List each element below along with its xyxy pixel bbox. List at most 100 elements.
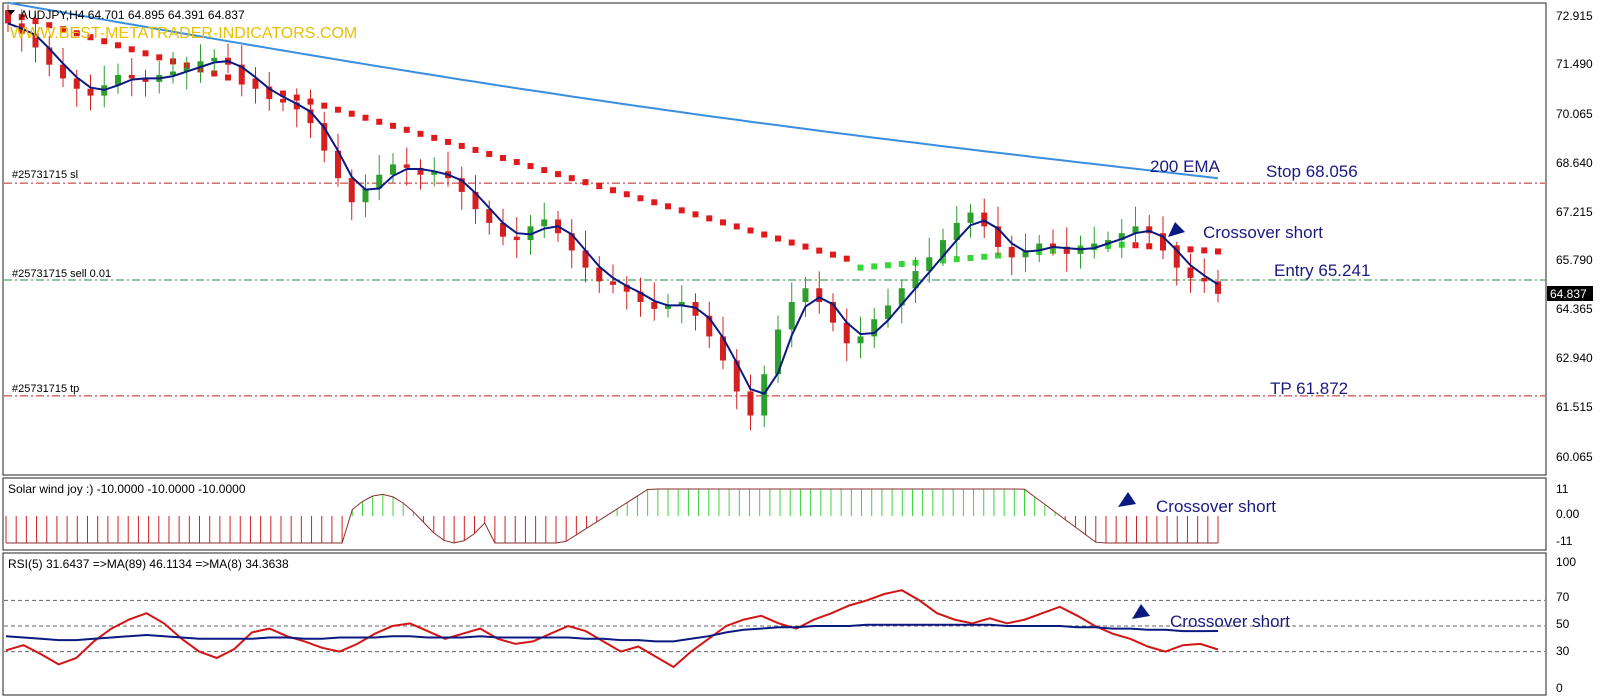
candle-body [1173,250,1180,268]
symbol-header: AUDJPY,H4 64.701 64.895 64.391 64.837 [20,8,245,22]
candle-body [486,209,493,223]
sar-dot [761,231,768,238]
main-annotations: 200 EMA Stop 68.056 Crossover short Entr… [1150,157,1370,398]
candle-body [238,64,245,79]
y-tick: 71.490 [1556,57,1593,71]
sar-dot [555,171,561,178]
candle-body [1050,243,1056,247]
sar-dot [445,138,451,145]
candle-body [183,68,190,72]
candle-body [1063,246,1070,254]
candle-body [857,336,864,344]
candle-body [527,226,534,241]
sar-dot [816,247,823,254]
candle-body [376,174,383,189]
candle-body [1201,277,1208,282]
candle-body [73,78,80,89]
candle-body [252,78,259,89]
candle-body [1215,281,1221,294]
stop-annotation: Stop 68.056 [1266,162,1358,181]
candle-body [706,315,713,337]
y-tick: -11 [1556,534,1573,548]
candle-body [513,236,520,241]
sar-dot [527,163,534,170]
candle-body [582,250,589,268]
sar-dot [1215,248,1221,255]
y-tick: 72.915 [1556,9,1593,23]
candle-body [843,322,850,344]
y-tick: 64.365 [1556,302,1593,316]
candle-body [761,374,768,416]
candle-body [266,88,273,100]
candle-body [720,336,726,361]
candle-body [802,288,809,303]
sar-dot [458,142,465,149]
candle-body [211,57,218,62]
candle-body [596,267,603,282]
dropdown-icon[interactable] [7,10,15,15]
main-header: AUDJPY,H4 64.701 64.895 64.391 64.837 WW… [7,8,357,42]
sar-dot [500,155,506,162]
sar-dot [898,261,905,268]
sell-order-label: #25731715 sell 0.01 [12,268,111,280]
rsi-layer [4,589,1545,669]
candle-body [733,360,740,392]
sar-dot [706,215,713,222]
rsi-header: RSI(5) 31.6437 =>MA(89) 46.1134 =>MA(8) … [8,557,289,571]
candle-body [940,240,946,258]
solar-histogram-layer [5,488,1219,544]
sar-dot [582,179,589,186]
candle-body [747,391,754,416]
rsi-panel[interactable] [2,552,1547,696]
candle-body [1187,267,1194,278]
sar-dot [115,42,121,49]
sar-dot [953,256,960,263]
sar-dot [128,46,135,53]
y-tick: 65.790 [1556,253,1593,267]
y-tick: 0.00 [1556,507,1580,521]
main-y-axis: 72.915 71.490 70.065 68.640 67.215 65.79… [1556,9,1593,464]
sar-dot [637,195,644,202]
candle-body [431,171,438,175]
sar-dot [788,239,795,246]
candle-body [5,13,11,24]
y-tick: 30 [1556,644,1570,658]
tp-annotation: TP 61.872 [1270,379,1348,398]
sar-dot [431,134,438,141]
sar-dot [692,211,699,218]
current-price-tag: 64.837 [1547,286,1593,301]
candle-body [995,226,1001,247]
crossover-annotation: Crossover short [1203,223,1323,242]
y-tick: 11 [1556,482,1569,496]
sar-dot [623,191,630,198]
candle-body [1160,233,1166,251]
candle-body [500,222,506,237]
sar-dot [472,146,479,153]
sar-dot [390,122,396,129]
sar-dot [857,264,864,271]
sar-dot [513,159,520,166]
sar-dot [1187,246,1194,253]
sar-dot [60,26,66,33]
watermark: WWW.BEST-METATRADER-INDICATORS.COM [10,25,357,42]
candle-body [1132,226,1139,234]
ema-annotation: 200 EMA [1150,157,1221,176]
sar-dot [335,106,341,113]
arrow-icon [1118,492,1136,507]
sar-dot [486,150,493,157]
sar-dot [225,74,231,81]
sar-dot [596,183,603,190]
candle-body [362,188,369,203]
candle-body [348,178,355,203]
solar-envelope [6,488,1218,544]
candle-body [788,302,795,330]
y-tick: 68.640 [1556,156,1593,170]
sar-dot [211,70,218,77]
candle-body [403,164,410,168]
candle-body [1105,240,1111,244]
candle-body [678,302,685,306]
arrow-icon [1168,222,1185,237]
candle-body [912,271,919,289]
sar-dot [87,34,94,41]
y-tick: 70.065 [1556,107,1593,121]
